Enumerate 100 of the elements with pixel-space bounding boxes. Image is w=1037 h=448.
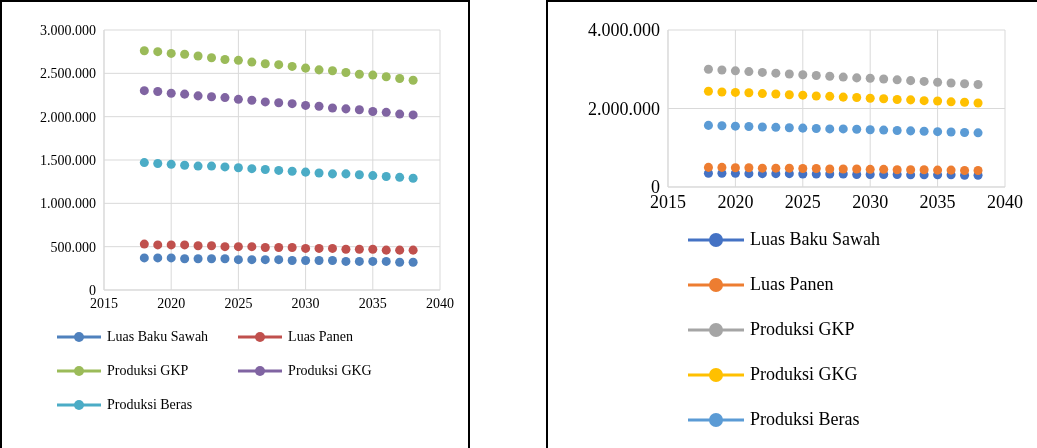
point [368,256,378,266]
point [865,125,875,135]
x-tick-label: 2035 [919,191,956,212]
x-tick-label: 2040 [426,295,454,311]
point [220,162,230,172]
point [771,122,781,132]
point [166,253,176,263]
point [207,241,217,251]
point [166,240,176,250]
point [865,73,875,83]
point [730,87,740,97]
legend-label: Luas Baku Sawah [750,229,880,250]
point [717,121,727,131]
x-tick-label: 2030 [852,191,889,212]
y-tick-label: 2.000.000 [40,109,96,125]
point [973,98,983,108]
point [166,159,176,169]
point [784,123,794,133]
point [825,71,835,81]
point [287,166,297,176]
point [193,91,203,101]
point [730,163,740,173]
point [327,169,337,179]
point [139,253,149,263]
point [395,245,405,255]
point [865,93,875,103]
point [220,254,230,264]
point [919,126,929,136]
point [166,88,176,98]
point [933,165,943,175]
point [838,124,848,134]
point [180,89,190,99]
point [892,125,902,135]
legend-label: Luas Panen [288,329,354,345]
x-tick-label: 2015 [90,295,118,311]
point [139,46,149,56]
point [327,103,337,113]
point [274,165,284,175]
point [287,99,297,109]
point [287,256,297,266]
point [247,255,257,265]
point [233,94,243,104]
point [703,86,713,96]
point [744,122,754,132]
point [825,164,835,174]
point [341,256,351,266]
point [381,171,391,181]
point [233,242,243,252]
point [180,240,190,250]
point [892,75,902,85]
point [892,165,902,175]
point [946,97,956,107]
point [933,127,943,137]
point [919,165,929,175]
point [838,72,848,82]
point [193,254,203,264]
point [207,53,217,63]
y-tick-label: 2.500.000 [40,66,96,82]
point [757,122,767,132]
point [825,91,835,101]
point [865,164,875,174]
point [233,255,243,265]
point [287,243,297,253]
legend-label: Produksi Beras [107,397,193,413]
point [771,89,781,99]
point [193,51,203,61]
point [960,79,970,89]
point [314,256,324,266]
y-tick-label: 0 [89,282,96,298]
point [301,100,311,110]
point [314,243,324,253]
point [153,240,163,250]
point [153,47,163,57]
point [327,243,337,253]
point [381,107,391,117]
point [919,96,929,106]
point [946,78,956,88]
point [166,48,176,58]
point [180,49,190,59]
point [153,253,163,263]
point [354,244,364,254]
point [139,86,149,96]
point [946,165,956,175]
point [744,67,754,77]
point [811,124,821,134]
point [408,110,418,120]
point [879,125,889,135]
point [274,60,284,70]
legend-label: Produksi GKP [750,319,855,340]
point [193,241,203,251]
legend-label: Produksi GKG [288,363,372,379]
point [180,254,190,264]
point [960,127,970,137]
x-tick-label: 2020 [717,191,754,212]
point [341,169,351,179]
point [395,74,405,84]
point [811,71,821,81]
point [395,109,405,119]
point [368,70,378,80]
point [811,91,821,101]
